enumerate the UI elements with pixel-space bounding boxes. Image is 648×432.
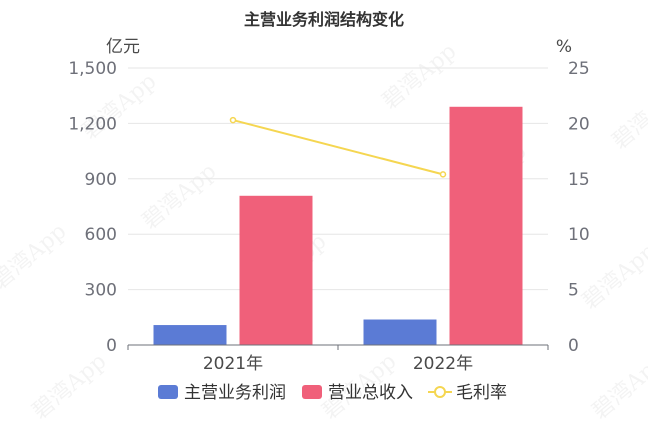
right-tick-label: 20	[568, 114, 590, 134]
left-axis-ticks: 0 300 600 900 1,200 1,500	[68, 59, 117, 356]
right-axis-unit: %	[556, 37, 572, 57]
x-tick-label: 2021年	[203, 354, 263, 374]
left-axis-unit: 亿元	[106, 37, 140, 57]
x-axis: 2021年 2022年	[127, 344, 549, 374]
legend-label: 营业总收入	[328, 383, 413, 403]
bar-series	[153, 106, 523, 345]
chart-title: 主营业务利润结构变化	[244, 10, 404, 29]
watermark-text: 碧湾App	[588, 349, 648, 425]
legend-swatch	[302, 385, 322, 399]
gross-margin-point	[229, 116, 237, 124]
right-tick-label: 5	[568, 281, 579, 301]
left-tick-label: 0	[106, 336, 117, 356]
legend-swatch	[158, 385, 178, 399]
watermark-text: 碧湾App	[578, 239, 648, 315]
watermark-text: 碧湾App	[28, 349, 112, 425]
right-axis-ticks: 0 5 10 15 20 25	[568, 59, 590, 356]
right-tick-label: 10	[568, 225, 590, 245]
right-tick-label: 15	[568, 170, 590, 190]
x-tick-label: 2022年	[413, 354, 473, 374]
left-tick-label: 300	[85, 281, 117, 301]
bar-total-revenue	[449, 106, 523, 345]
legend-label: 毛利率	[456, 383, 507, 403]
left-tick-label: 1,500	[68, 59, 117, 79]
right-tick-label: 25	[568, 59, 590, 79]
watermark-text: 碧湾App	[138, 159, 222, 235]
right-tick-label: 0	[568, 336, 579, 356]
left-tick-label: 600	[85, 225, 117, 245]
gross-margin-point	[439, 171, 447, 178]
gross-margin-line	[232, 119, 444, 176]
legend: 主营业务利润 营业总收入 毛利率	[158, 383, 507, 403]
bar-main-profit	[153, 325, 227, 345]
left-tick-label: 900	[85, 170, 117, 190]
watermark-text: 碧湾App	[608, 79, 648, 155]
legend-marker	[434, 386, 446, 398]
line-series	[229, 116, 447, 178]
watermark-text: 碧湾App	[0, 219, 71, 295]
left-tick-label: 1,200	[68, 114, 117, 134]
legend-label: 主营业务利润	[184, 383, 286, 403]
watermark-text: 碧湾App	[378, 39, 462, 115]
bar-total-revenue	[239, 195, 313, 345]
bar-main-profit	[363, 319, 437, 345]
